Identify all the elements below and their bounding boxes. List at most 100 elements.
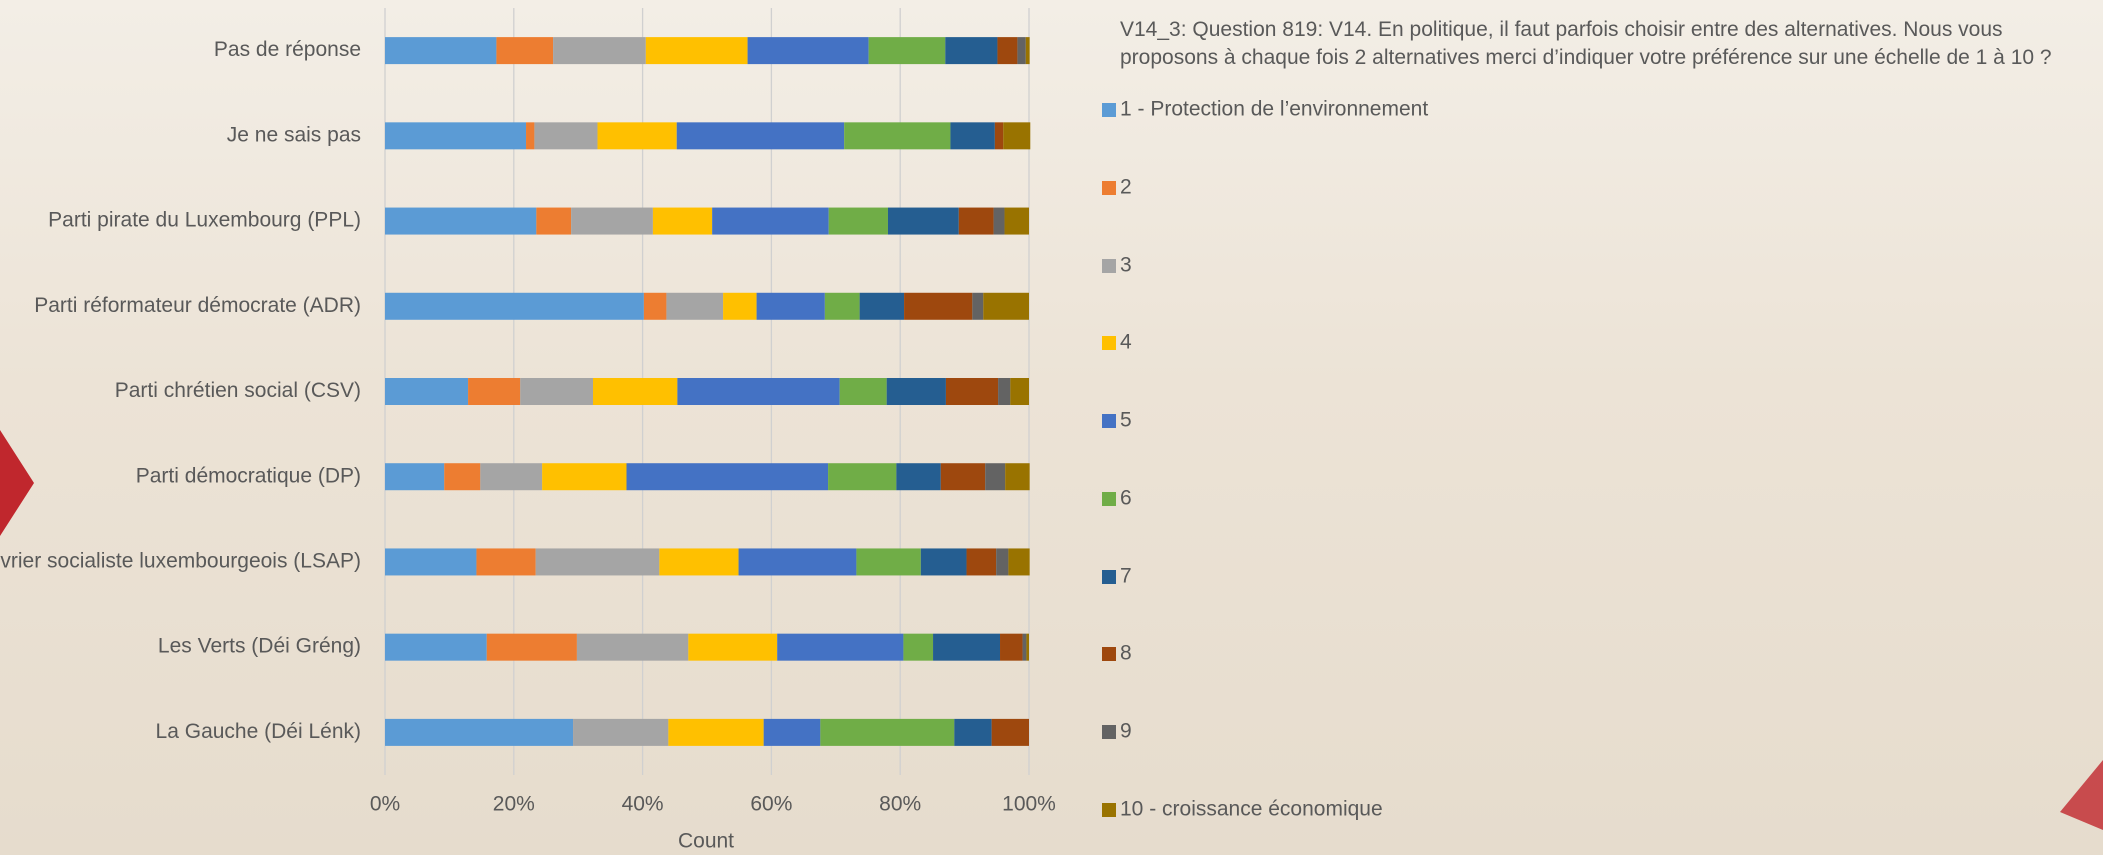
bar-segment (385, 633, 487, 661)
bar-segment (933, 633, 1001, 661)
legend-swatch (1102, 647, 1116, 661)
bar-segment (859, 292, 905, 320)
decoration (2060, 760, 2103, 830)
bar-segment (666, 292, 724, 320)
bar-segment (668, 718, 764, 746)
bar-segment (991, 718, 1029, 746)
bar-segment (985, 463, 1006, 491)
bar-segment (994, 122, 1004, 150)
bar-segment (972, 292, 984, 320)
bar-segment (385, 463, 445, 491)
bar-segment (756, 292, 825, 320)
bar-segment (950, 122, 995, 150)
legend-label: 4 (1120, 331, 1132, 354)
bar-segment (920, 548, 967, 576)
legend-swatch (1102, 336, 1116, 350)
bar-segment (385, 122, 527, 150)
bar-segment (597, 122, 677, 150)
bar-segment (676, 122, 845, 150)
legend-label: 7 (1120, 565, 1132, 588)
x-tick-label: 20% (493, 793, 535, 816)
bar-segment (997, 37, 1018, 65)
bar-segment (542, 463, 627, 491)
bar-segment (887, 207, 959, 235)
bar-segment (1025, 37, 1030, 65)
bar-segment (536, 207, 572, 235)
bar-segment (904, 292, 973, 320)
bar-segment (1017, 37, 1026, 65)
x-tick-label: 100% (1002, 793, 1056, 816)
bar-segment (520, 378, 594, 405)
bar-segment (954, 718, 992, 746)
y-tick-label: La Gauche (Déi Lénk) (156, 720, 361, 743)
legend-label: 1 - Protection de l’environnement (1120, 98, 1428, 121)
legend-swatch (1102, 725, 1116, 739)
y-tick-label: Parti ouvrier socialiste luxembourgeois … (0, 549, 361, 572)
bar-segment (677, 378, 840, 405)
bar-segment (659, 548, 739, 576)
x-tick-label: 0% (370, 793, 400, 816)
bar-segment (385, 37, 497, 65)
bar-segment (385, 548, 477, 576)
legend-label: 8 (1120, 642, 1132, 665)
x-tick-label: 40% (622, 793, 664, 816)
bar-segment (1008, 548, 1030, 576)
bar-segment (777, 633, 904, 661)
bar-segment (476, 548, 536, 576)
bar-segment (643, 292, 667, 320)
bar-segment (385, 292, 644, 320)
bar-segment (958, 207, 994, 235)
bar-segment (480, 463, 543, 491)
bar-segment (1010, 378, 1029, 405)
bar-segment (576, 633, 689, 661)
y-tick-label: Je ne sais pas (227, 123, 361, 146)
bar-segment (1026, 633, 1029, 661)
legend-label: 6 (1120, 487, 1132, 510)
bar-segment (385, 718, 574, 746)
bar-segment (844, 122, 951, 150)
legend-swatch (1102, 181, 1116, 195)
bar-segment (593, 378, 678, 405)
bar-segment (868, 37, 946, 65)
bar-segment (1005, 463, 1030, 491)
legend-swatch (1102, 492, 1116, 506)
bar-segment (828, 463, 897, 491)
bar-segment (747, 37, 869, 65)
bar-segment (998, 378, 1011, 405)
bar-segment (1022, 633, 1027, 661)
legend-label: 10 - croissance économique (1120, 798, 1383, 821)
bar-segment (385, 207, 537, 235)
bar-segment (688, 633, 778, 661)
bar-segment (966, 548, 997, 576)
bar-segment (983, 292, 1029, 320)
bar-segment (486, 633, 577, 661)
x-axis-label: Count (678, 830, 734, 853)
y-tick-label: Pas de réponse (214, 38, 361, 61)
x-tick-label: 60% (750, 793, 792, 816)
legend-swatch (1102, 414, 1116, 428)
bar-segment (993, 207, 1005, 235)
legend-label: 3 (1120, 254, 1132, 277)
x-tick-label: 80% (879, 793, 921, 816)
bar-segment (626, 463, 829, 491)
bar-segment (444, 463, 481, 491)
y-tick-label: Parti réformateur démocrate (ADR) (34, 294, 361, 317)
bar-segment (886, 378, 946, 405)
bar-segment (553, 37, 646, 65)
bar-segment (385, 378, 469, 405)
y-tick-label: Parti démocratique (DP) (136, 464, 361, 487)
bar-segment (820, 718, 955, 746)
bar-segment (828, 207, 888, 235)
bar-segment (645, 37, 748, 65)
bar-segment (945, 378, 999, 405)
bar-segment (526, 122, 535, 150)
bar-segment (496, 37, 554, 65)
legend-swatch (1102, 570, 1116, 584)
y-tick-label: Parti pirate du Luxembourg (PPL) (48, 209, 361, 232)
bar-segment (839, 378, 887, 405)
bar-segment (723, 292, 757, 320)
bar-segment (1003, 122, 1031, 150)
bar-segment (712, 207, 829, 235)
